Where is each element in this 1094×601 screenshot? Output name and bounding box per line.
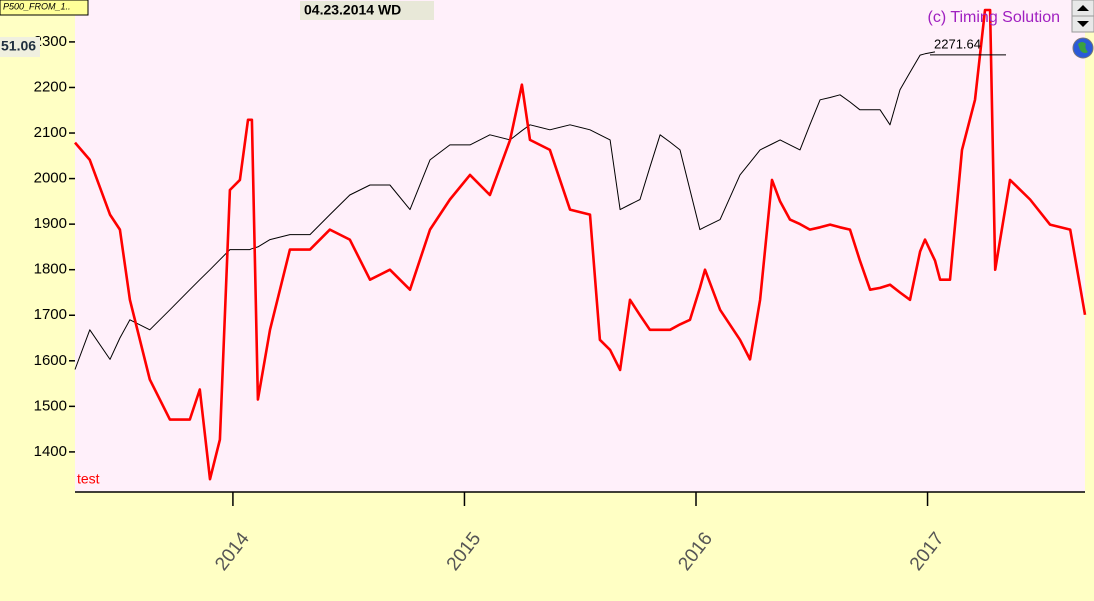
x-tick-label: 2015 (443, 529, 486, 575)
x-tick-label: 2016 (674, 529, 717, 575)
x-tick-label: 2014 (211, 528, 254, 575)
y-tick-label: 1600 (34, 352, 67, 369)
series-name: P500_FROM_1.. (3, 1, 71, 11)
date-label: 04.23.2014 WD (304, 2, 401, 18)
globe-land (1078, 42, 1088, 54)
x-tick-label: 2017 (906, 529, 949, 575)
y-tick-label: 2000 (34, 170, 67, 187)
price-label: 51.06 (1, 38, 36, 54)
y-tick-label: 1500 (34, 397, 67, 414)
series-box (0, 0, 89, 16)
y-tick-label: 2200 (34, 78, 67, 95)
y-tick-label: 1900 (34, 215, 67, 232)
watermark: (c) Timing Solution (928, 9, 1061, 26)
series-name: test (77, 471, 100, 487)
y-tick-label: 1800 (34, 261, 67, 278)
y-tick-label: 2300 (34, 33, 67, 50)
series-line (74, 51, 936, 370)
arrow-down (1077, 21, 1089, 27)
price-box (0, 37, 40, 57)
date-box (300, 1, 434, 20)
series-line (74, 8, 1087, 481)
y-tick-label: 2100 (34, 124, 67, 141)
plot-area (75, 0, 1085, 492)
y-tick-label: 1400 (34, 443, 67, 460)
arrow-up (1077, 5, 1089, 11)
annotation-label: 2271.64 (934, 36, 981, 51)
y-tick-label: 1700 (34, 306, 67, 323)
